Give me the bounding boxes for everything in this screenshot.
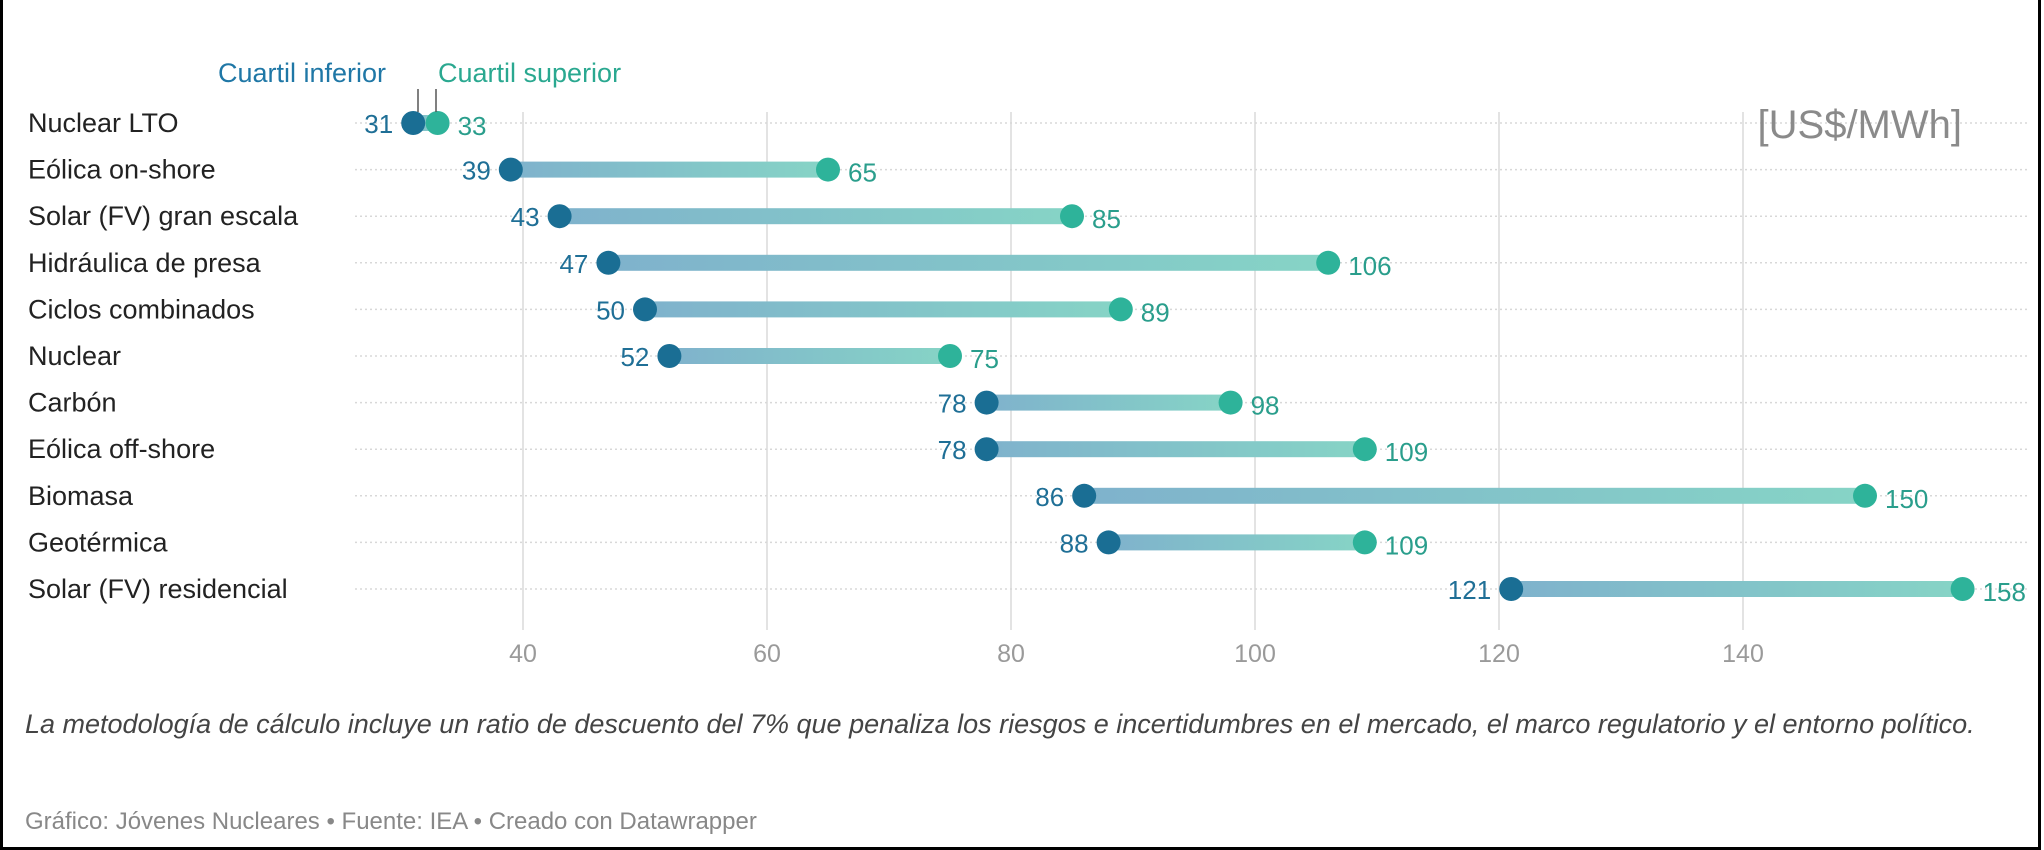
category-label: Ciclos combinados bbox=[28, 294, 255, 324]
category-labels: Nuclear LTO Eólica on-shore Solar (FV) gra… bbox=[28, 108, 299, 604]
low-quartile-dot bbox=[633, 297, 657, 322]
range-bar bbox=[986, 441, 1365, 458]
range-bar bbox=[510, 161, 828, 178]
category-label: Solar (FV) residencial bbox=[28, 574, 288, 604]
high-quartile-dot bbox=[1060, 204, 1084, 229]
category-label: Nuclear LTO bbox=[28, 108, 179, 138]
high-value-label: 150 bbox=[1885, 484, 1928, 514]
category-label: Eólica off-shore bbox=[28, 434, 215, 464]
low-quartile-dot bbox=[1072, 483, 1097, 508]
range-bar bbox=[669, 348, 950, 364]
grid-lines bbox=[355, 112, 2030, 630]
high-quartile-dot bbox=[816, 157, 840, 182]
range-bar bbox=[559, 208, 1072, 225]
high-value-label: 109 bbox=[1385, 437, 1428, 467]
low-value-label: 121 bbox=[1448, 575, 1491, 605]
high-quartile-dot bbox=[1352, 437, 1377, 462]
x-tick-label: 60 bbox=[753, 640, 781, 668]
x-tick-label: 140 bbox=[1722, 640, 1764, 668]
low-quartile-dot bbox=[498, 157, 523, 182]
range-bar bbox=[1084, 487, 1865, 504]
low-quartile-dot bbox=[596, 250, 621, 275]
category-label: Nuclear bbox=[28, 341, 121, 371]
high-quartile-dot bbox=[1352, 530, 1377, 555]
category-label: Carbón bbox=[28, 388, 117, 418]
low-quartile-dot bbox=[974, 390, 999, 415]
high-quartile-dot bbox=[425, 111, 450, 135]
credit-line: Gráfico: Jóvenes Nucleares • Fuente: IEA… bbox=[25, 808, 757, 835]
x-tick-label: 40 bbox=[509, 640, 537, 668]
range-bar bbox=[986, 394, 1231, 411]
low-value-label: 47 bbox=[559, 249, 588, 279]
low-value-label: 78 bbox=[938, 435, 967, 465]
high-quartile-dot bbox=[938, 344, 962, 368]
low-quartile-dot bbox=[1499, 577, 1524, 601]
x-tick-label: 80 bbox=[997, 640, 1025, 668]
range-bar bbox=[1511, 581, 1963, 597]
category-label: Biomasa bbox=[28, 481, 134, 511]
high-quartile-dot bbox=[1316, 250, 1341, 275]
high-value-label: 33 bbox=[458, 111, 487, 141]
high-value-label: 65 bbox=[848, 158, 877, 188]
high-quartile-dot bbox=[1950, 577, 1975, 601]
legend-high: Cuartil superior bbox=[438, 58, 621, 88]
range-bar bbox=[645, 301, 1121, 318]
quartile-dots bbox=[401, 111, 1975, 601]
category-label: Geotérmica bbox=[28, 527, 169, 557]
high-value-label: 75 bbox=[970, 344, 999, 374]
low-value-label: 86 bbox=[1035, 482, 1064, 512]
high-value-label: 106 bbox=[1348, 251, 1391, 281]
methodology-note: La metodología de cálculo incluye un rat… bbox=[25, 709, 1975, 739]
x-axis-ticks: 40 60 80 100 120 140 bbox=[509, 640, 1764, 668]
low-quartile-dot bbox=[401, 111, 426, 135]
high-value-label: 158 bbox=[1983, 577, 2026, 607]
low-value-label: 31 bbox=[364, 109, 393, 139]
low-value-label: 78 bbox=[938, 389, 967, 419]
high-value-label: 98 bbox=[1251, 391, 1280, 421]
range-bar bbox=[608, 254, 1329, 271]
low-quartile-dot bbox=[1096, 530, 1121, 555]
low-value-label: 50 bbox=[596, 295, 625, 325]
low-value-label: 43 bbox=[511, 202, 540, 232]
high-value-label: 109 bbox=[1385, 530, 1428, 560]
high-value-label: 89 bbox=[1141, 297, 1170, 327]
range-bars bbox=[413, 115, 1963, 597]
high-quartile-dot bbox=[1108, 297, 1133, 322]
low-value-label: 39 bbox=[462, 156, 491, 186]
low-value-label: 52 bbox=[620, 342, 649, 372]
legend-low: Cuartil inferior bbox=[218, 58, 386, 88]
unit-label: [US$/MWh] bbox=[1758, 103, 1962, 147]
high-quartile-dot bbox=[1853, 483, 1877, 508]
x-tick-label: 100 bbox=[1234, 640, 1276, 668]
category-label: Eólica on-shore bbox=[28, 155, 216, 185]
low-quartile-dot bbox=[974, 437, 999, 462]
high-value-label: 85 bbox=[1092, 204, 1121, 234]
high-quartile-dot bbox=[1218, 390, 1243, 415]
low-quartile-dot bbox=[657, 344, 682, 368]
category-label: Solar (FV) gran escala bbox=[28, 201, 299, 231]
low-quartile-dot bbox=[547, 204, 572, 229]
low-value-label: 88 bbox=[1060, 528, 1089, 558]
range-bar bbox=[1108, 534, 1365, 551]
category-label: Hidráulica de presa bbox=[28, 248, 262, 278]
x-tick-label: 120 bbox=[1478, 640, 1520, 668]
